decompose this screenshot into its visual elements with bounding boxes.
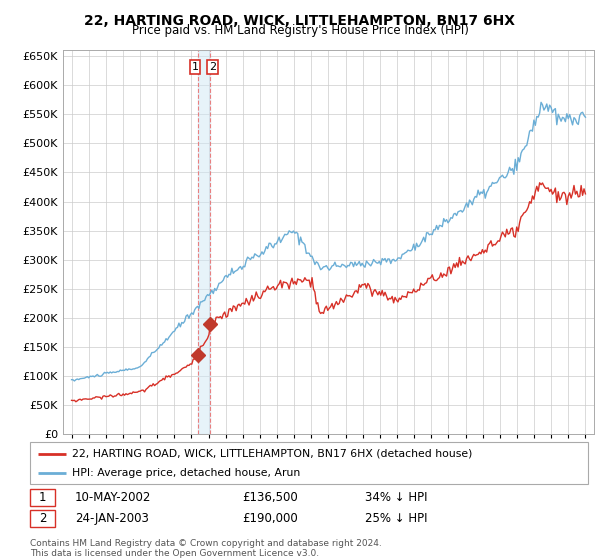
Text: 22, HARTING ROAD, WICK, LITTLEHAMPTON, BN17 6HX: 22, HARTING ROAD, WICK, LITTLEHAMPTON, B… xyxy=(85,14,515,28)
Text: 2: 2 xyxy=(39,512,46,525)
Text: £136,500: £136,500 xyxy=(242,491,298,504)
Bar xyxy=(197,50,210,434)
FancyBboxPatch shape xyxy=(30,510,55,527)
Text: 34% ↓ HPI: 34% ↓ HPI xyxy=(365,491,427,504)
FancyBboxPatch shape xyxy=(30,489,55,506)
Text: 25% ↓ HPI: 25% ↓ HPI xyxy=(365,512,427,525)
Text: £190,000: £190,000 xyxy=(242,512,298,525)
Text: 24-JAN-2003: 24-JAN-2003 xyxy=(74,512,149,525)
Text: 1: 1 xyxy=(39,491,46,504)
Text: 10-MAY-2002: 10-MAY-2002 xyxy=(74,491,151,504)
Text: Price paid vs. HM Land Registry's House Price Index (HPI): Price paid vs. HM Land Registry's House … xyxy=(131,24,469,37)
FancyBboxPatch shape xyxy=(30,442,588,484)
Text: 1: 1 xyxy=(191,62,199,72)
Text: 2: 2 xyxy=(209,62,216,72)
Text: 22, HARTING ROAD, WICK, LITTLEHAMPTON, BN17 6HX (detached house): 22, HARTING ROAD, WICK, LITTLEHAMPTON, B… xyxy=(72,449,472,459)
Text: Contains HM Land Registry data © Crown copyright and database right 2024.
This d: Contains HM Land Registry data © Crown c… xyxy=(30,539,382,558)
Text: HPI: Average price, detached house, Arun: HPI: Average price, detached house, Arun xyxy=(72,468,300,478)
